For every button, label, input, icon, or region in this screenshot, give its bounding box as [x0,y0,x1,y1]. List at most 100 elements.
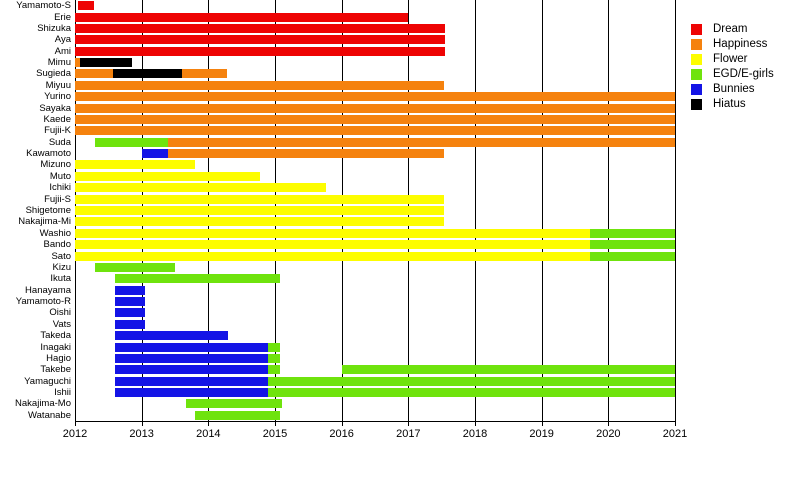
member-label: Nakajima-Mo [15,398,71,410]
member-label: Shigetome [25,205,71,216]
timeline-segment-flower [75,160,195,170]
year-gridline [608,0,610,421]
legend-item: Bunnies [691,83,796,96]
timeline-segment-egd-e-girls [589,240,675,250]
member-label: Fujii-S [44,193,71,205]
timeline-segment-hiatus [79,58,132,68]
timeline-segment-hiatus [113,69,182,79]
member-label: Yamaguchi [24,375,71,387]
timeline-segment-egd-e-girls [95,137,169,147]
legend-label: Hiatus [713,98,746,110]
timeline-segment-egd-e-girls [268,342,281,352]
legend-label: Happiness [713,38,768,50]
member-label: Sugieda [36,68,71,80]
member-label: Ishii [54,387,71,399]
timeline-segment-happiness [75,126,675,136]
timeline-segment-egd-e-girls [195,410,281,420]
timeline-segment-dream [75,46,445,56]
legend-swatch [691,99,702,110]
member-label: Yamamoto-S [16,0,71,12]
legend-item: Flower [691,53,796,66]
axis-tick [341,421,343,426]
timeline-segment-happiness [75,103,675,113]
timeline-segment-egd-e-girls [268,388,675,398]
year-label: 2018 [462,428,488,440]
legend-label: Flower [713,53,748,65]
timeline-segment-happiness [75,92,675,102]
legend-item: Hiatus [691,98,796,111]
axis-tick [408,421,410,426]
axis-tick [75,421,76,426]
legend-swatch [691,84,702,95]
timeline-segment-egd-e-girls [268,376,675,386]
legend-item: EGD/E-girls [691,68,796,81]
member-label: Vats [52,318,71,330]
axis-tick [208,421,210,426]
year-gridline [475,0,476,421]
timeline-segment-bunnies [115,308,145,318]
timeline-segment-bunnies [115,342,269,352]
legend-swatch [691,39,702,50]
member-label: Bando [43,239,71,251]
timeline-segment-bunnies [115,376,269,386]
member-label: Shizuka [37,22,71,34]
timeline-segment-egd-e-girls [115,274,281,284]
member-label: Sato [51,250,71,262]
legend-label: EGD/E-girls [713,68,774,80]
member-label: Yurino [44,91,71,103]
member-label: Watanabe [28,409,71,421]
timeline-segment-egd-e-girls [589,251,675,261]
legend-label: Dream [713,23,748,35]
year-label: 2017 [396,428,421,440]
legend-item: Dream [691,23,796,36]
year-label: 2019 [529,428,554,440]
year-gridline [541,0,543,421]
legend-item: Happiness [691,38,796,51]
timeline-segment-happiness [168,137,675,147]
member-label: Kawamoto [26,148,71,160]
member-label: Sayaka [39,102,71,114]
member-label: Muto [49,170,71,182]
member-label: Ami [54,45,71,57]
member-label: Ichiki [49,182,71,194]
axis-tick [275,421,276,426]
timeline-segment-flower [75,183,326,193]
timeline-segment-flower [75,251,590,261]
timeline-segment-dream [75,35,445,45]
member-label: Takeda [40,330,71,342]
timeline-segment-flower [75,228,590,238]
timeline-segment-flower [75,217,445,227]
legend-swatch [691,69,702,80]
timeline-segment-happiness [181,69,227,79]
year-label: 2021 [662,428,688,440]
member-label: Erie [54,11,71,23]
timeline-segment-dream [75,12,409,22]
timeline-segment-bunnies [115,297,145,307]
member-label: Fujii-K [44,125,71,137]
member-label: Ikuta [50,273,71,285]
axis-tick [141,421,143,426]
member-label: Hagio [46,352,71,364]
timeline-segment-flower [75,194,445,204]
timeline-segment-bunnies [115,331,229,341]
timeline-segment-egd-e-girls [268,365,281,375]
timeline-segment-egd-e-girls [589,228,675,238]
timeline-segment-flower [75,171,261,181]
timeline-segment-bunnies [115,388,269,398]
timeline-segment-happiness [75,80,445,90]
legend-label: Bunnies [713,83,755,95]
member-label: Hanayama [25,284,71,296]
timeline-segment-bunnies [115,319,145,329]
timeline-segment-happiness [75,114,675,124]
member-label: Suda [48,136,71,148]
timeline-segment-egd-e-girls [186,399,282,409]
timeline-segment-happiness [168,149,445,159]
member-label: Aya [54,34,71,46]
member-label: Kaede [43,113,71,125]
year-label: 2014 [196,428,221,440]
timeline-segment-flower [75,240,590,250]
year-label: 2015 [262,428,288,440]
legend-swatch [691,24,702,35]
member-label: Mimu [47,57,71,69]
